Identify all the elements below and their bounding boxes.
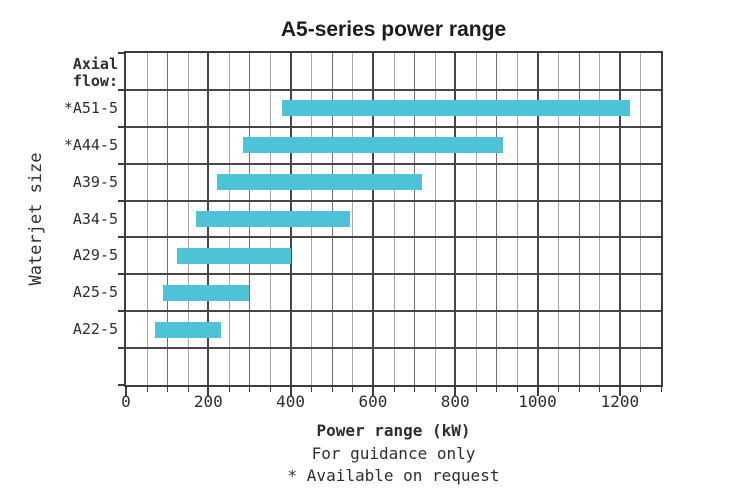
range-bar bbox=[195, 211, 351, 227]
range-bar bbox=[163, 284, 250, 301]
range-bar bbox=[177, 247, 291, 264]
x-axis-tick bbox=[434, 387, 436, 392]
x-axis-tick bbox=[146, 387, 148, 392]
axis-tick-label: 600 bbox=[358, 392, 388, 411]
x-axis-tick bbox=[352, 387, 354, 392]
grid-line-vertical bbox=[371, 53, 374, 385]
x-axis-tick bbox=[125, 387, 127, 396]
x-axis-tick bbox=[331, 387, 333, 392]
axis-tick-label: 200 bbox=[193, 392, 223, 411]
x-axis-tick bbox=[578, 387, 580, 392]
grid-line-vertical bbox=[558, 53, 560, 385]
x-axis-tick bbox=[618, 387, 621, 396]
x-axis-tick bbox=[599, 387, 601, 392]
grid-line-vertical bbox=[187, 53, 189, 385]
grid-line-horizontal bbox=[126, 199, 661, 202]
footnote-asterisk: * Available on request bbox=[287, 466, 500, 485]
y-axis-tick bbox=[118, 162, 124, 165]
axis-tick-label: 1000 bbox=[518, 392, 557, 411]
axis-tick-label: 0 bbox=[121, 392, 131, 411]
grid-line-vertical bbox=[146, 53, 148, 385]
axis-tick-label: 400 bbox=[276, 392, 306, 411]
grid-line-horizontal bbox=[126, 347, 661, 350]
range-bar bbox=[216, 174, 423, 191]
x-axis-tick bbox=[475, 387, 477, 392]
x-axis-tick bbox=[228, 387, 230, 392]
range-bar bbox=[154, 321, 221, 338]
x-axis-tick bbox=[289, 387, 292, 396]
x-axis-tick bbox=[661, 387, 662, 392]
grid-line-horizontal bbox=[126, 273, 661, 276]
y-axis-tick bbox=[118, 310, 124, 313]
x-axis-tick bbox=[167, 387, 169, 392]
x-axis-tick bbox=[454, 387, 457, 396]
row-label: A34-5 bbox=[72, 209, 118, 228]
x-axis-tick bbox=[496, 387, 498, 392]
x-axis-tick bbox=[270, 387, 272, 392]
grid-line-vertical bbox=[578, 53, 580, 385]
y-axis-tick bbox=[118, 384, 124, 386]
y-axis-tick bbox=[118, 88, 124, 91]
row-label: A22-5 bbox=[72, 320, 118, 339]
grid-line-horizontal bbox=[126, 88, 661, 91]
chart-title: A5-series power range bbox=[280, 18, 507, 41]
y-axis-tick bbox=[118, 199, 124, 202]
x-axis-tick bbox=[536, 387, 539, 396]
footnote-guidance: For guidance only bbox=[311, 444, 476, 463]
grid-line-horizontal bbox=[126, 162, 661, 165]
grid-line-vertical bbox=[599, 53, 601, 385]
grid-line-vertical bbox=[454, 53, 457, 385]
grid-line-vertical bbox=[475, 53, 477, 385]
grid-line-vertical bbox=[393, 53, 395, 385]
y-axis-tick bbox=[118, 52, 124, 54]
x-axis-tick bbox=[414, 387, 416, 392]
y-axis-labels: Axial flow: *A51-5 *A44-5 A39-5 A34-5 A29-5 A… bbox=[0, 0, 118, 498]
axis-tick-label: 1200 bbox=[600, 392, 640, 411]
x-axis-tick bbox=[207, 387, 210, 396]
group-label: Axial flow: bbox=[0, 56, 118, 90]
grid-line-vertical bbox=[167, 53, 169, 385]
x-axis-tick bbox=[393, 387, 395, 392]
grid-line-vertical bbox=[434, 53, 436, 385]
grid-line-vertical bbox=[496, 53, 498, 385]
x-axis-tick bbox=[371, 387, 374, 396]
row-label: *A44-5 bbox=[63, 135, 118, 154]
row-label: *A51-5 bbox=[63, 98, 118, 117]
x-axis-title: Power range (kW) bbox=[316, 421, 471, 440]
y-axis-tick bbox=[118, 273, 124, 276]
grid-line-vertical bbox=[640, 53, 642, 385]
range-bar bbox=[282, 100, 631, 117]
grid-line-vertical bbox=[516, 53, 518, 385]
row-label: A29-5 bbox=[72, 246, 118, 265]
y-axis-tick bbox=[118, 125, 124, 128]
x-axis-tick bbox=[249, 387, 251, 392]
grid-line-horizontal bbox=[126, 236, 661, 239]
y-axis-tick bbox=[118, 347, 124, 350]
group-label-line1: Axial bbox=[72, 55, 118, 73]
group-label-line2: flow: bbox=[72, 72, 118, 90]
grid-line-vertical bbox=[618, 53, 621, 385]
grid-line-vertical bbox=[352, 53, 354, 385]
grid-line-horizontal bbox=[126, 125, 661, 128]
grid-line-horizontal bbox=[126, 310, 661, 313]
x-axis-tick bbox=[187, 387, 189, 392]
x-axis-tick bbox=[311, 387, 313, 392]
range-bar bbox=[243, 137, 503, 154]
row-label: A25-5 bbox=[72, 283, 118, 302]
grid-line-vertical bbox=[414, 53, 416, 385]
x-axis-tick bbox=[640, 387, 642, 392]
y-axis-tick bbox=[118, 236, 124, 239]
row-label: A39-5 bbox=[72, 172, 118, 191]
x-axis-tick bbox=[558, 387, 560, 392]
x-axis-tick bbox=[516, 387, 518, 392]
axis-tick-label: 800 bbox=[440, 392, 470, 411]
grid-line-vertical bbox=[536, 53, 539, 385]
plot-area bbox=[124, 51, 663, 387]
